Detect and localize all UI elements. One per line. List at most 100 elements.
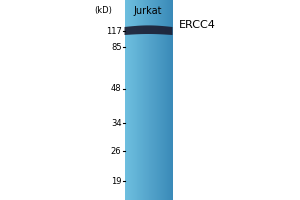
Bar <box>152 0 153 200</box>
Bar <box>148 0 150 200</box>
Bar <box>125 0 127 200</box>
Bar <box>146 0 147 200</box>
Bar <box>139 0 140 200</box>
Bar <box>143 0 144 200</box>
Bar <box>161 0 162 200</box>
Text: 19: 19 <box>111 176 122 186</box>
Bar <box>153 0 154 200</box>
Bar <box>150 0 151 200</box>
Polygon shape <box>124 25 172 35</box>
Bar <box>135 0 136 200</box>
Bar <box>140 0 141 200</box>
Bar <box>146 0 147 200</box>
Bar <box>144 0 145 200</box>
Bar <box>128 0 129 200</box>
Bar <box>142 0 143 200</box>
Bar <box>126 0 127 200</box>
Bar <box>163 0 164 200</box>
Bar <box>162 0 164 200</box>
Bar <box>145 0 146 200</box>
Bar <box>132 0 133 200</box>
Bar <box>161 0 163 200</box>
Bar <box>136 0 137 200</box>
Bar <box>149 0 150 200</box>
Bar <box>158 0 159 200</box>
Bar <box>168 0 169 200</box>
Bar <box>138 0 139 200</box>
Text: 34: 34 <box>111 118 122 128</box>
Bar <box>129 0 130 200</box>
Bar <box>126 0 128 200</box>
Bar <box>157 0 158 200</box>
Bar <box>155 0 156 200</box>
Bar <box>156 0 157 200</box>
Bar <box>147 0 148 200</box>
Bar <box>167 0 168 200</box>
Bar <box>160 0 162 200</box>
Bar <box>138 0 140 200</box>
Bar <box>141 0 142 200</box>
Bar <box>133 0 134 200</box>
Bar <box>136 0 138 200</box>
Text: 117: 117 <box>106 26 122 36</box>
Bar <box>171 0 172 200</box>
Bar <box>158 0 159 200</box>
Bar <box>168 0 169 200</box>
Bar <box>137 0 138 200</box>
Bar <box>130 0 131 200</box>
Bar <box>135 0 136 200</box>
Bar <box>127 0 128 200</box>
Bar <box>154 0 155 200</box>
Bar <box>160 0 161 200</box>
Text: (kD): (kD) <box>94 6 112 15</box>
Bar <box>144 0 145 200</box>
Bar <box>142 0 143 200</box>
Bar <box>164 0 165 200</box>
Bar <box>152 0 153 200</box>
Bar <box>137 0 139 200</box>
Bar <box>128 0 129 200</box>
Bar <box>165 0 166 200</box>
Bar <box>159 0 160 200</box>
Bar <box>156 0 157 200</box>
Bar <box>150 0 152 200</box>
Text: 85: 85 <box>111 43 122 51</box>
Bar <box>164 0 165 200</box>
Bar <box>140 0 141 200</box>
Bar <box>133 0 134 200</box>
Bar <box>165 0 166 200</box>
Text: 26: 26 <box>111 146 122 156</box>
Bar <box>143 0 144 200</box>
Bar <box>148 0 149 200</box>
Bar <box>157 0 158 200</box>
Bar <box>166 0 167 200</box>
Bar <box>134 0 135 200</box>
Bar <box>154 0 155 200</box>
Bar <box>141 0 142 200</box>
Bar <box>166 0 167 200</box>
Bar <box>169 0 170 200</box>
Bar <box>132 0 133 200</box>
Bar <box>172 0 173 200</box>
Bar <box>171 0 172 200</box>
Bar <box>159 0 160 200</box>
Bar <box>151 0 152 200</box>
Bar <box>153 0 154 200</box>
Bar <box>131 0 132 200</box>
Bar <box>170 0 171 200</box>
Bar <box>167 0 168 200</box>
Bar <box>162 0 163 200</box>
Bar <box>124 0 126 200</box>
Text: 48: 48 <box>111 84 122 93</box>
Text: Jurkat: Jurkat <box>134 6 162 16</box>
Bar <box>147 0 148 200</box>
Bar <box>129 0 130 200</box>
Bar <box>125 0 126 200</box>
Bar <box>169 0 170 200</box>
Bar <box>130 0 131 200</box>
Bar <box>145 0 146 200</box>
Bar <box>134 0 135 200</box>
Bar <box>131 0 132 200</box>
Text: ERCC4: ERCC4 <box>178 20 215 30</box>
Bar <box>155 0 156 200</box>
